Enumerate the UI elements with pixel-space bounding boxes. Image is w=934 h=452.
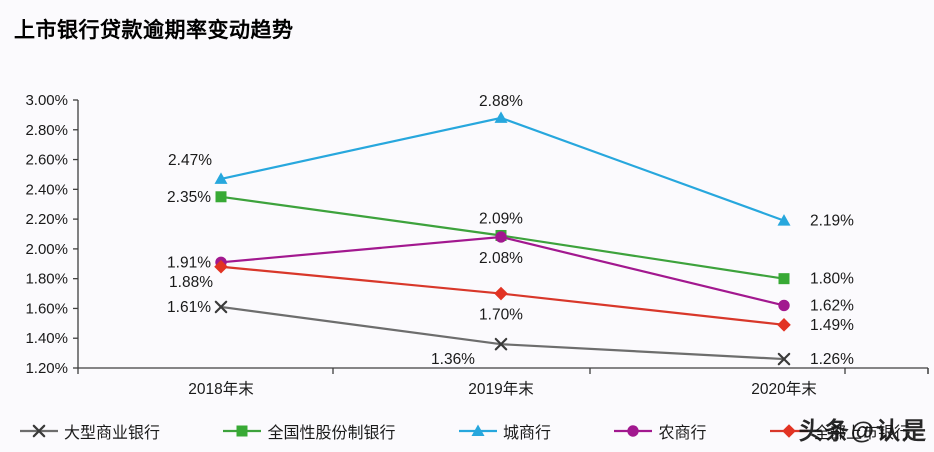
y-tick-label: 1.40%	[25, 330, 68, 347]
marker-city-commercial-banks-2	[777, 214, 791, 226]
marker-city-commercial-banks-0	[214, 172, 228, 184]
chart-title: 上市银行贷款逾期率变动趋势	[14, 19, 294, 42]
legend-label-all-listed-banks: 全部上市银行	[813, 425, 910, 442]
data-label-all-listed-banks-1: 1.70%	[479, 307, 523, 324]
legend-item-national-joint-stock-banks: 全国性股份制银行	[223, 419, 396, 443]
legend-glyph-all-listed-banks	[782, 424, 796, 438]
data-label-rural-commercial-banks-2: 1.62%	[810, 297, 854, 314]
data-label-large-commercial-banks-1: 1.36%	[431, 351, 475, 368]
legend-marker-city-commercial-banks-icon	[458, 424, 497, 436]
y-tick-label: 1.80%	[25, 271, 68, 288]
legend-glyph-rural-commercial-banks	[627, 425, 640, 437]
legend-marker-all-listed-banks-icon	[769, 424, 808, 438]
data-label-rural-commercial-banks-1: 2.08%	[479, 250, 523, 267]
marker-large-commercial-banks-2	[777, 352, 791, 366]
legend-item-city-commercial-banks: 城商行	[458, 419, 551, 443]
marker-national-joint-stock-banks-0	[215, 191, 227, 203]
marker-city-commercial-banks-1	[494, 111, 508, 123]
marker-all-listed-banks-0	[214, 259, 228, 274]
y-tick-label: 2.40%	[25, 181, 68, 198]
data-label-national-joint-stock-banks-1: 2.09%	[479, 210, 523, 227]
data-label-national-joint-stock-banks-2: 1.80%	[810, 271, 854, 288]
y-tick-label: 2.80%	[25, 122, 68, 139]
legend-label-national-joint-stock-banks: 全国性股份制银行	[267, 425, 396, 442]
marker-rural-commercial-banks-1	[495, 231, 507, 243]
series-rural-commercial-banks: 1.91% 2.08% 1.62%	[167, 231, 854, 314]
y-tick-label: 2.00%	[25, 241, 68, 258]
legend-item-rural-commercial-banks: 农商行	[614, 419, 706, 443]
y-tick-label: 1.60%	[25, 300, 68, 317]
legend-marker-national-joint-stock-banks-icon	[223, 425, 262, 437]
x-tick-label: 2020年末	[751, 380, 816, 398]
legend-item-large-commercial-banks: 大型商业银行	[20, 419, 160, 443]
marker-rural-commercial-banks-2	[778, 299, 790, 312]
marker-national-joint-stock-banks-2	[778, 273, 790, 285]
x-tick-label: 2018年末	[188, 380, 253, 398]
y-tick-label: 1.20%	[25, 360, 68, 377]
data-label-large-commercial-banks-2: 1.26%	[810, 351, 854, 368]
legend-label-large-commercial-banks: 大型商业银行	[64, 425, 161, 442]
data-label-national-joint-stock-banks-0: 2.35%	[167, 189, 211, 206]
data-label-all-listed-banks-0: 1.88%	[169, 274, 213, 291]
y-tick-label: 2.60%	[25, 152, 68, 169]
legend-marker-large-commercial-banks-icon	[20, 424, 58, 438]
data-label-city-commercial-banks-1: 2.88%	[479, 93, 523, 110]
series-line-city-commercial-banks	[220, 116, 785, 222]
series-all-listed-banks: 1.88% 1.70% 1.49%	[169, 259, 854, 334]
series-city-commercial-banks: 2.47% 2.88% 2.19%	[168, 93, 854, 230]
marker-large-commercial-banks-1	[494, 337, 508, 351]
marker-all-listed-banks-2	[777, 318, 791, 332]
y-tick-label: 3.00%	[25, 92, 68, 109]
data-label-city-commercial-banks-2: 2.19%	[810, 213, 854, 230]
legend-glyph-city-commercial-banks	[471, 424, 485, 436]
data-label-all-listed-banks-2: 1.49%	[810, 317, 854, 334]
data-label-large-commercial-banks-0: 1.61%	[167, 299, 211, 316]
y-tick-label: 2.20%	[25, 211, 68, 228]
legend-glyph-national-joint-stock-banks	[236, 425, 248, 437]
data-label-city-commercial-banks-0: 2.47%	[168, 152, 212, 169]
data-label-rural-commercial-banks-0: 1.91%	[167, 254, 211, 271]
marker-all-listed-banks-1	[494, 286, 508, 301]
legend-label-rural-commercial-banks: 农商行	[658, 425, 707, 442]
legend-label-city-commercial-banks: 城商行	[502, 425, 551, 442]
series-large-commercial-banks: 1.61% 1.36% 1.26%	[167, 299, 854, 368]
chart-legend: 大型商业银行 全国性股份制银行 城商行 农商行 全部上市银行	[0, 416, 934, 446]
x-tick-label: 2019年末	[468, 380, 533, 398]
legend-marker-rural-commercial-banks-icon	[614, 425, 653, 437]
marker-large-commercial-banks-0	[214, 300, 228, 314]
legend-item-all-listed-banks: 全部上市银行	[769, 419, 910, 443]
legend-glyph-large-commercial-banks	[32, 424, 46, 438]
